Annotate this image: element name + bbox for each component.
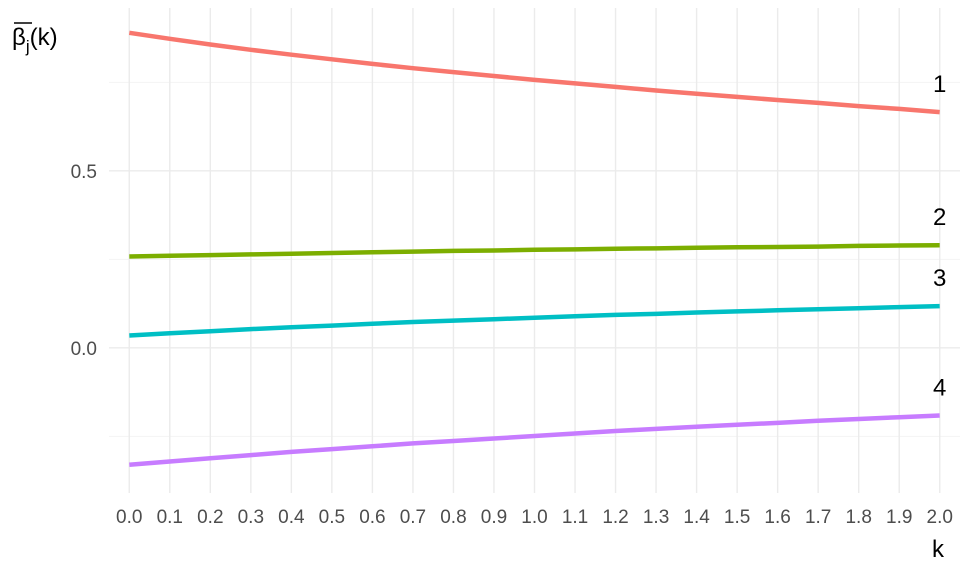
series-end-label-3: 3 bbox=[933, 265, 946, 292]
series-end-label-1: 1 bbox=[933, 71, 946, 98]
series-end-label-2: 2 bbox=[933, 204, 946, 231]
series-lines bbox=[128, 30, 940, 467]
x-tick-label: 0.1 bbox=[157, 507, 183, 528]
y-tick-label: 0.5 bbox=[71, 162, 97, 183]
y-axis-title-text: βj(k) bbox=[12, 24, 58, 56]
series-line-1 bbox=[128, 30, 940, 115]
x-tick-label: 1.1 bbox=[562, 507, 588, 528]
x-tick-label: 1.6 bbox=[764, 507, 790, 528]
series-line-4 bbox=[129, 413, 940, 467]
series-end-label-4: 4 bbox=[933, 374, 946, 401]
series-line-2 bbox=[129, 242, 940, 259]
x-tick-label: 1.7 bbox=[805, 507, 831, 528]
x-tick-label: 0.9 bbox=[481, 507, 507, 528]
x-tick-label: 0.4 bbox=[278, 507, 305, 528]
x-tick-label: 0.2 bbox=[197, 507, 223, 528]
x-tick-label: 1.8 bbox=[845, 507, 871, 528]
x-tick-label: 0.8 bbox=[440, 507, 466, 528]
x-tick-label: 2.0 bbox=[927, 507, 953, 528]
x-tick-label: 0.0 bbox=[116, 507, 142, 528]
x-axis-title: k bbox=[932, 536, 945, 563]
y-axis-tick-labels: 0.0 0.5 bbox=[71, 162, 97, 360]
y-axis-title: βj(k) bbox=[12, 22, 58, 56]
series-line-3 bbox=[129, 303, 940, 338]
x-tick-label: 1.3 bbox=[643, 507, 669, 528]
x-tick-label: 1.2 bbox=[602, 507, 628, 528]
x-tick-label: 0.5 bbox=[319, 507, 345, 528]
x-tick-label: 1.4 bbox=[683, 507, 710, 528]
x-tick-label: 0.3 bbox=[238, 507, 264, 528]
x-axis-tick-labels: 0.0 0.1 0.2 0.3 0.4 0.5 0.6 0.7 0.8 0.9 1.0 1.1 1.2 1… bbox=[116, 507, 953, 528]
x-tick-label: 1.5 bbox=[724, 507, 750, 528]
y-tick-label: 0.0 bbox=[71, 339, 97, 360]
x-tick-label: 0.7 bbox=[400, 507, 426, 528]
x-tick-label: 1.0 bbox=[521, 507, 547, 528]
series-end-labels: 1 2 3 4 bbox=[933, 71, 946, 401]
x-tick-label: 1.9 bbox=[886, 507, 912, 528]
x-tick-label: 0.6 bbox=[359, 507, 385, 528]
